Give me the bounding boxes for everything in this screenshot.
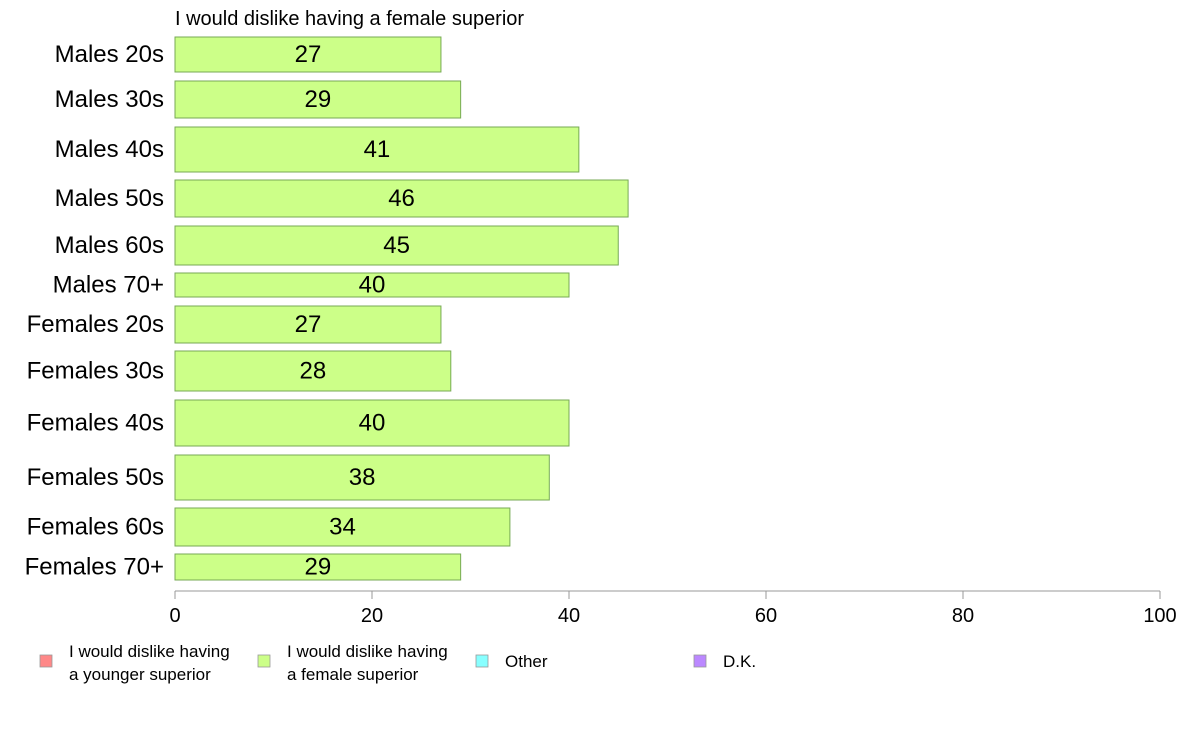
bar: [174, 399, 570, 447]
x-tick-label: 60: [755, 605, 777, 627]
value-label: 38: [349, 464, 376, 491]
bar: [174, 507, 511, 547]
category-label: Males 40s: [55, 136, 164, 163]
legend-swatch: [693, 654, 707, 668]
category-label: Males 20s: [55, 41, 164, 68]
category-label: Males 60s: [55, 232, 164, 259]
x-tick-label: 80: [952, 605, 974, 627]
bar: [174, 553, 462, 581]
value-label: 40: [359, 272, 386, 299]
bar: [174, 350, 452, 392]
bar: [174, 80, 462, 119]
legend-swatch: [475, 654, 489, 668]
x-tick-label: 40: [558, 605, 580, 627]
legend-swatch: [39, 654, 53, 668]
bar: [174, 225, 619, 266]
value-label: 29: [304, 554, 331, 581]
legend-label: I would dislike having: [69, 642, 230, 661]
bar: [174, 36, 442, 73]
bars-group: Males 20s 27 Males 30s 29 Males 40s 41 Males 5…: [25, 36, 629, 581]
x-tick-label: 20: [361, 605, 383, 627]
bar: [174, 179, 629, 218]
category-label: Females 40s: [27, 410, 164, 437]
x-tick-label: 0: [169, 605, 180, 627]
category-label: Females 50s: [27, 464, 164, 491]
legend-swatch: [257, 654, 271, 668]
category-label: Males 70+: [53, 272, 164, 299]
value-label: 45: [383, 232, 410, 259]
x-axis: 0 20 40 60 80 100: [169, 590, 1177, 627]
x-tick-label: 100: [1143, 605, 1176, 627]
legend-label: a younger superior: [69, 665, 211, 684]
category-label: Females 30s: [27, 358, 164, 385]
legend: I would dislike having a younger superior…: [39, 642, 756, 684]
value-label: 29: [304, 86, 331, 113]
legend-label: I would dislike having: [287, 642, 448, 661]
category-label: Males 30s: [55, 86, 164, 113]
category-label: Females 20s: [27, 311, 164, 338]
value-label: 46: [388, 185, 415, 212]
value-label: 27: [295, 41, 322, 68]
value-label: 34: [329, 514, 356, 541]
value-label: 27: [295, 311, 322, 338]
chart-title: I would dislike having a female superior: [175, 8, 524, 30]
value-label: 41: [364, 136, 391, 163]
value-label: 28: [300, 358, 327, 385]
bar: [174, 454, 550, 501]
category-label: Males 50s: [55, 185, 164, 212]
legend-label: D.K.: [723, 652, 756, 671]
category-label: Females 60s: [27, 514, 164, 541]
value-label: 40: [359, 410, 386, 437]
bar: [174, 272, 570, 298]
legend-label: a female superior: [287, 665, 419, 684]
bar: [174, 126, 580, 173]
legend-label: Other: [505, 652, 548, 671]
bar: [174, 305, 442, 344]
category-label: Females 70+: [25, 554, 164, 581]
